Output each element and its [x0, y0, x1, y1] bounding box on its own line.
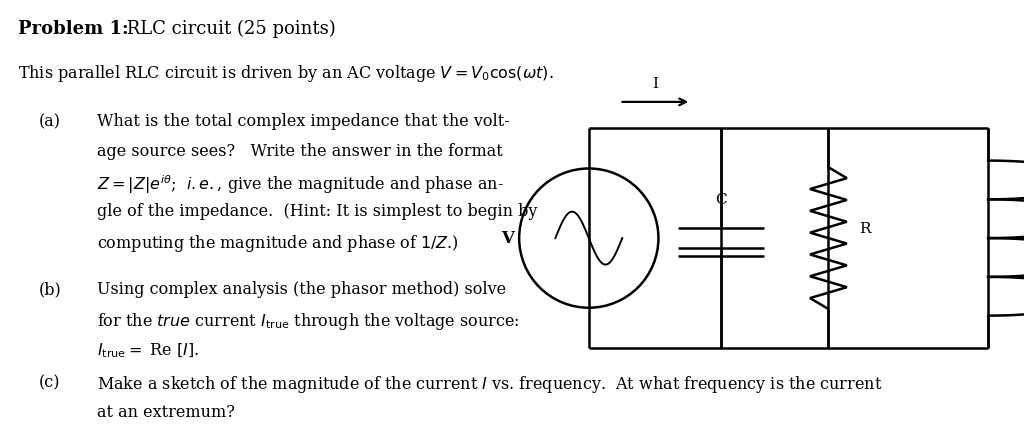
Text: $Z = |Z|e^{i\theta}$;  $i.e.$, give the magnitude and phase an-: $Z = |Z|e^{i\theta}$; $i.e.$, give the m…: [97, 173, 504, 196]
Text: for the $\mathit{true}$ current $I_\mathrm{true}$ through the voltage source:: for the $\mathit{true}$ current $I_\math…: [97, 311, 519, 332]
Text: computing the magnitude and phase of $1/Z$.): computing the magnitude and phase of $1/…: [97, 233, 459, 254]
Text: R: R: [859, 222, 870, 236]
Text: This parallel RLC circuit is driven by an AC voltage $V = V_0\cos(\omega t)$.: This parallel RLC circuit is driven by a…: [18, 63, 554, 84]
Text: I: I: [652, 77, 658, 91]
Text: age source sees?   Write the answer in the format: age source sees? Write the answer in the…: [97, 143, 503, 160]
Text: at an extremum?: at an extremum?: [97, 404, 236, 421]
Text: (a): (a): [39, 113, 60, 130]
Text: What is the total complex impedance that the volt-: What is the total complex impedance that…: [97, 113, 510, 130]
Text: (b): (b): [39, 281, 61, 298]
Text: V: V: [501, 229, 514, 247]
Text: (c): (c): [39, 374, 60, 391]
Text: Problem 1:: Problem 1:: [18, 20, 129, 38]
Text: gle of the impedance.  (Hint: It is simplest to begin by: gle of the impedance. (Hint: It is simpl…: [97, 203, 538, 220]
Text: RLC circuit (25 points): RLC circuit (25 points): [121, 20, 336, 38]
Text: $I_\mathrm{true} = $ Re $[I]$.: $I_\mathrm{true} = $ Re $[I]$.: [97, 342, 200, 360]
Text: C: C: [715, 193, 726, 207]
Text: Make a sketch of the magnitude of the current $I$ vs. frequency.  At what freque: Make a sketch of the magnitude of the cu…: [97, 374, 883, 395]
Text: Using complex analysis (the phasor method) solve: Using complex analysis (the phasor metho…: [97, 281, 507, 298]
